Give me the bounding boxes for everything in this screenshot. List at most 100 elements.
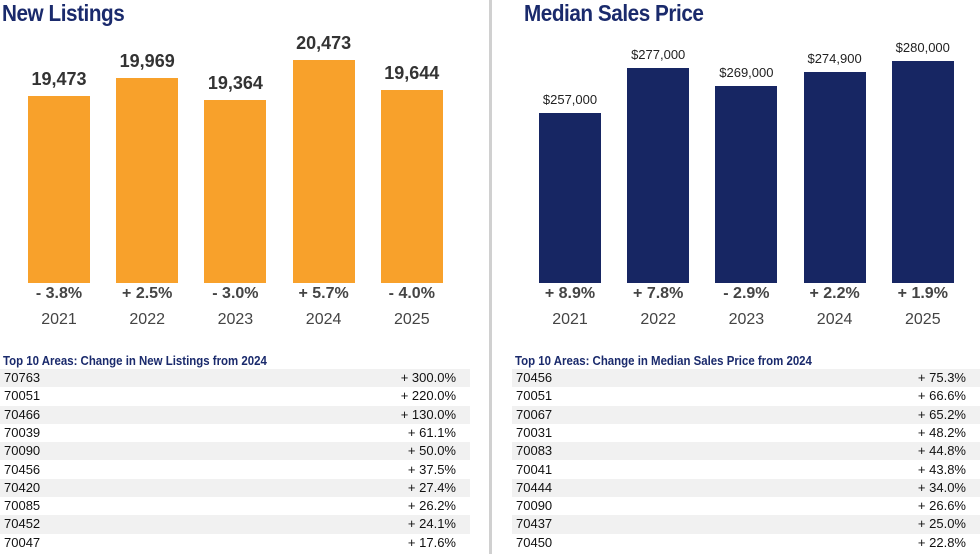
x-tick-label: 2023 bbox=[728, 311, 765, 328]
table-row: 70420 + 27.4% bbox=[0, 478, 470, 498]
change-label: + 7.8% bbox=[633, 285, 684, 302]
table-row: 70090 + 50.0% bbox=[0, 442, 470, 461]
chart-title: Median Sales Price bbox=[524, 0, 704, 26]
value-label: $269,000 bbox=[719, 64, 774, 80]
change-value: + 26.6% bbox=[917, 498, 966, 514]
table-row: 70083 + 44.8% bbox=[512, 442, 980, 461]
value-label: 19,473 bbox=[31, 69, 87, 90]
area-code: 70456 bbox=[4, 461, 41, 477]
change-value: + 34.0% bbox=[917, 479, 966, 495]
change-value: + 65.2% bbox=[917, 406, 966, 422]
table-row: 70039 + 61.1% bbox=[0, 424, 470, 442]
table-row: 70763 + 300.0% bbox=[0, 369, 470, 388]
x-tick-label: 2023 bbox=[217, 311, 254, 328]
area-code: 70047 bbox=[4, 534, 41, 550]
table-row: 70466 + 130.0% bbox=[0, 405, 470, 424]
value-label: 19,364 bbox=[207, 72, 263, 93]
area-code: 70031 bbox=[516, 424, 553, 440]
table-row: 70051 + 66.6% bbox=[512, 387, 980, 405]
change-value: + 44.8% bbox=[917, 443, 966, 459]
change-value: + 75.3% bbox=[917, 370, 966, 385]
area-code: 70420 bbox=[4, 479, 41, 495]
table-row: 70437 + 25.0% bbox=[512, 515, 980, 534]
value-label: $274,900 bbox=[807, 51, 862, 67]
table-row: 70051 + 220.0% bbox=[0, 387, 470, 405]
x-tick-label: 2025 bbox=[905, 311, 941, 328]
change-label: + 5.7% bbox=[298, 285, 349, 302]
area-code: 70090 bbox=[4, 443, 41, 459]
area-code: 70067 bbox=[516, 406, 553, 422]
area-code: 70039 bbox=[4, 424, 41, 440]
bar-2024 bbox=[803, 72, 866, 283]
bar-2022 bbox=[116, 78, 179, 283]
table-row: 70456 + 75.3% bbox=[512, 369, 980, 388]
change-value: + 25.0% bbox=[917, 516, 966, 532]
table-row: 70031 + 48.2% bbox=[512, 424, 980, 442]
change-value: + 50.0% bbox=[407, 443, 456, 459]
table-row: 70450 + 22.8% bbox=[512, 534, 980, 552]
area-code: 70444 bbox=[516, 479, 553, 495]
value-label: $280,000 bbox=[895, 39, 950, 55]
change-value: + 220.0% bbox=[400, 388, 456, 404]
change-value: + 130.0% bbox=[400, 406, 456, 422]
area-code: 70456 bbox=[516, 370, 553, 385]
change-value: + 26.2% bbox=[407, 498, 456, 514]
bar-2025 bbox=[891, 60, 954, 283]
value-label: 19,969 bbox=[119, 51, 175, 72]
table-title: Top 10 Areas: Change in New Listings fro… bbox=[3, 353, 267, 368]
change-value: + 43.8% bbox=[917, 461, 966, 477]
x-tick-label: 2022 bbox=[640, 311, 676, 328]
area-code: 70090 bbox=[516, 498, 553, 514]
change-value: + 24.1% bbox=[407, 516, 456, 532]
change-value: + 22.8% bbox=[917, 534, 966, 550]
panel-divider bbox=[489, 0, 492, 554]
bar-2024 bbox=[292, 60, 355, 283]
change-label: + 1.9% bbox=[897, 285, 948, 302]
bar-2022 bbox=[627, 67, 690, 283]
change-value: + 17.6% bbox=[407, 534, 456, 550]
bar-2023 bbox=[204, 99, 267, 283]
change-label: + 2.2% bbox=[809, 285, 860, 302]
x-tick-label: 2022 bbox=[129, 311, 165, 328]
area-code: 70450 bbox=[516, 534, 553, 550]
area-code: 70085 bbox=[4, 498, 41, 514]
area-code: 70466 bbox=[4, 406, 41, 422]
table-row: 70452 + 24.1% bbox=[0, 515, 470, 534]
table-row: 70067 + 65.2% bbox=[512, 405, 980, 424]
area-code: 70051 bbox=[516, 388, 553, 404]
change-value: + 37.5% bbox=[407, 461, 456, 477]
change-value: + 66.6% bbox=[917, 388, 966, 404]
table-row: 70047 + 17.6% bbox=[0, 534, 470, 552]
table-row: 70444 + 34.0% bbox=[512, 478, 980, 498]
area-code: 70452 bbox=[4, 516, 41, 532]
area-code: 70041 bbox=[516, 461, 553, 477]
x-tick-label: 2021 bbox=[552, 311, 588, 328]
value-label: $277,000 bbox=[631, 46, 686, 62]
area-code: 70051 bbox=[4, 388, 41, 404]
change-label: + 8.9% bbox=[544, 285, 596, 302]
change-label: - 3.0% bbox=[212, 285, 259, 302]
table-row: 70090 + 26.6% bbox=[512, 497, 980, 515]
bar-2021 bbox=[539, 112, 601, 283]
change-label: - 4.0% bbox=[388, 285, 435, 302]
table-title: Top 10 Areas: Change in Median Sales Pri… bbox=[515, 353, 812, 368]
value-label: 20,473 bbox=[296, 33, 352, 54]
change-value: + 48.2% bbox=[917, 424, 966, 440]
area-code: 70437 bbox=[516, 516, 553, 532]
change-value: + 27.4% bbox=[407, 479, 456, 495]
x-tick-label: 2024 bbox=[816, 311, 853, 328]
change-value: + 61.1% bbox=[407, 424, 456, 440]
change-label: + 2.5% bbox=[122, 285, 173, 302]
x-tick-label: 2025 bbox=[394, 311, 430, 328]
chart-title: New Listings bbox=[2, 0, 125, 26]
table-row: 70041 + 43.8% bbox=[512, 461, 980, 479]
table-row: 70085 + 26.2% bbox=[0, 497, 470, 515]
table-row: 70456 + 37.5% bbox=[0, 461, 470, 479]
bar-2023 bbox=[715, 85, 778, 283]
change-label: - 2.9% bbox=[723, 285, 770, 302]
area-code: 70763 bbox=[4, 370, 41, 385]
bar-2021 bbox=[28, 96, 90, 283]
x-tick-label: 2021 bbox=[41, 311, 77, 328]
value-label: $257,000 bbox=[542, 91, 598, 107]
value-label: 19,644 bbox=[384, 62, 440, 83]
